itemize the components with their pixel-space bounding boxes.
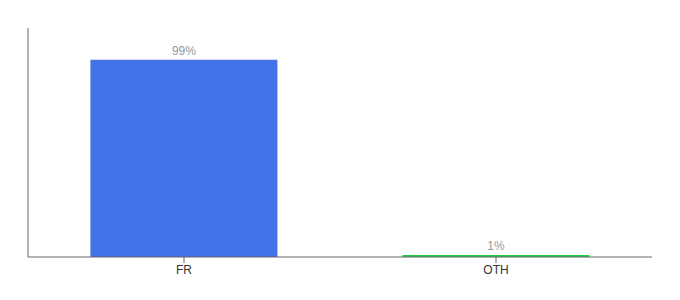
svg-text:FR: FR	[176, 263, 192, 277]
svg-text:1%: 1%	[487, 239, 505, 253]
svg-text:OTH: OTH	[483, 263, 508, 277]
svg-text:99%: 99%	[172, 44, 196, 58]
